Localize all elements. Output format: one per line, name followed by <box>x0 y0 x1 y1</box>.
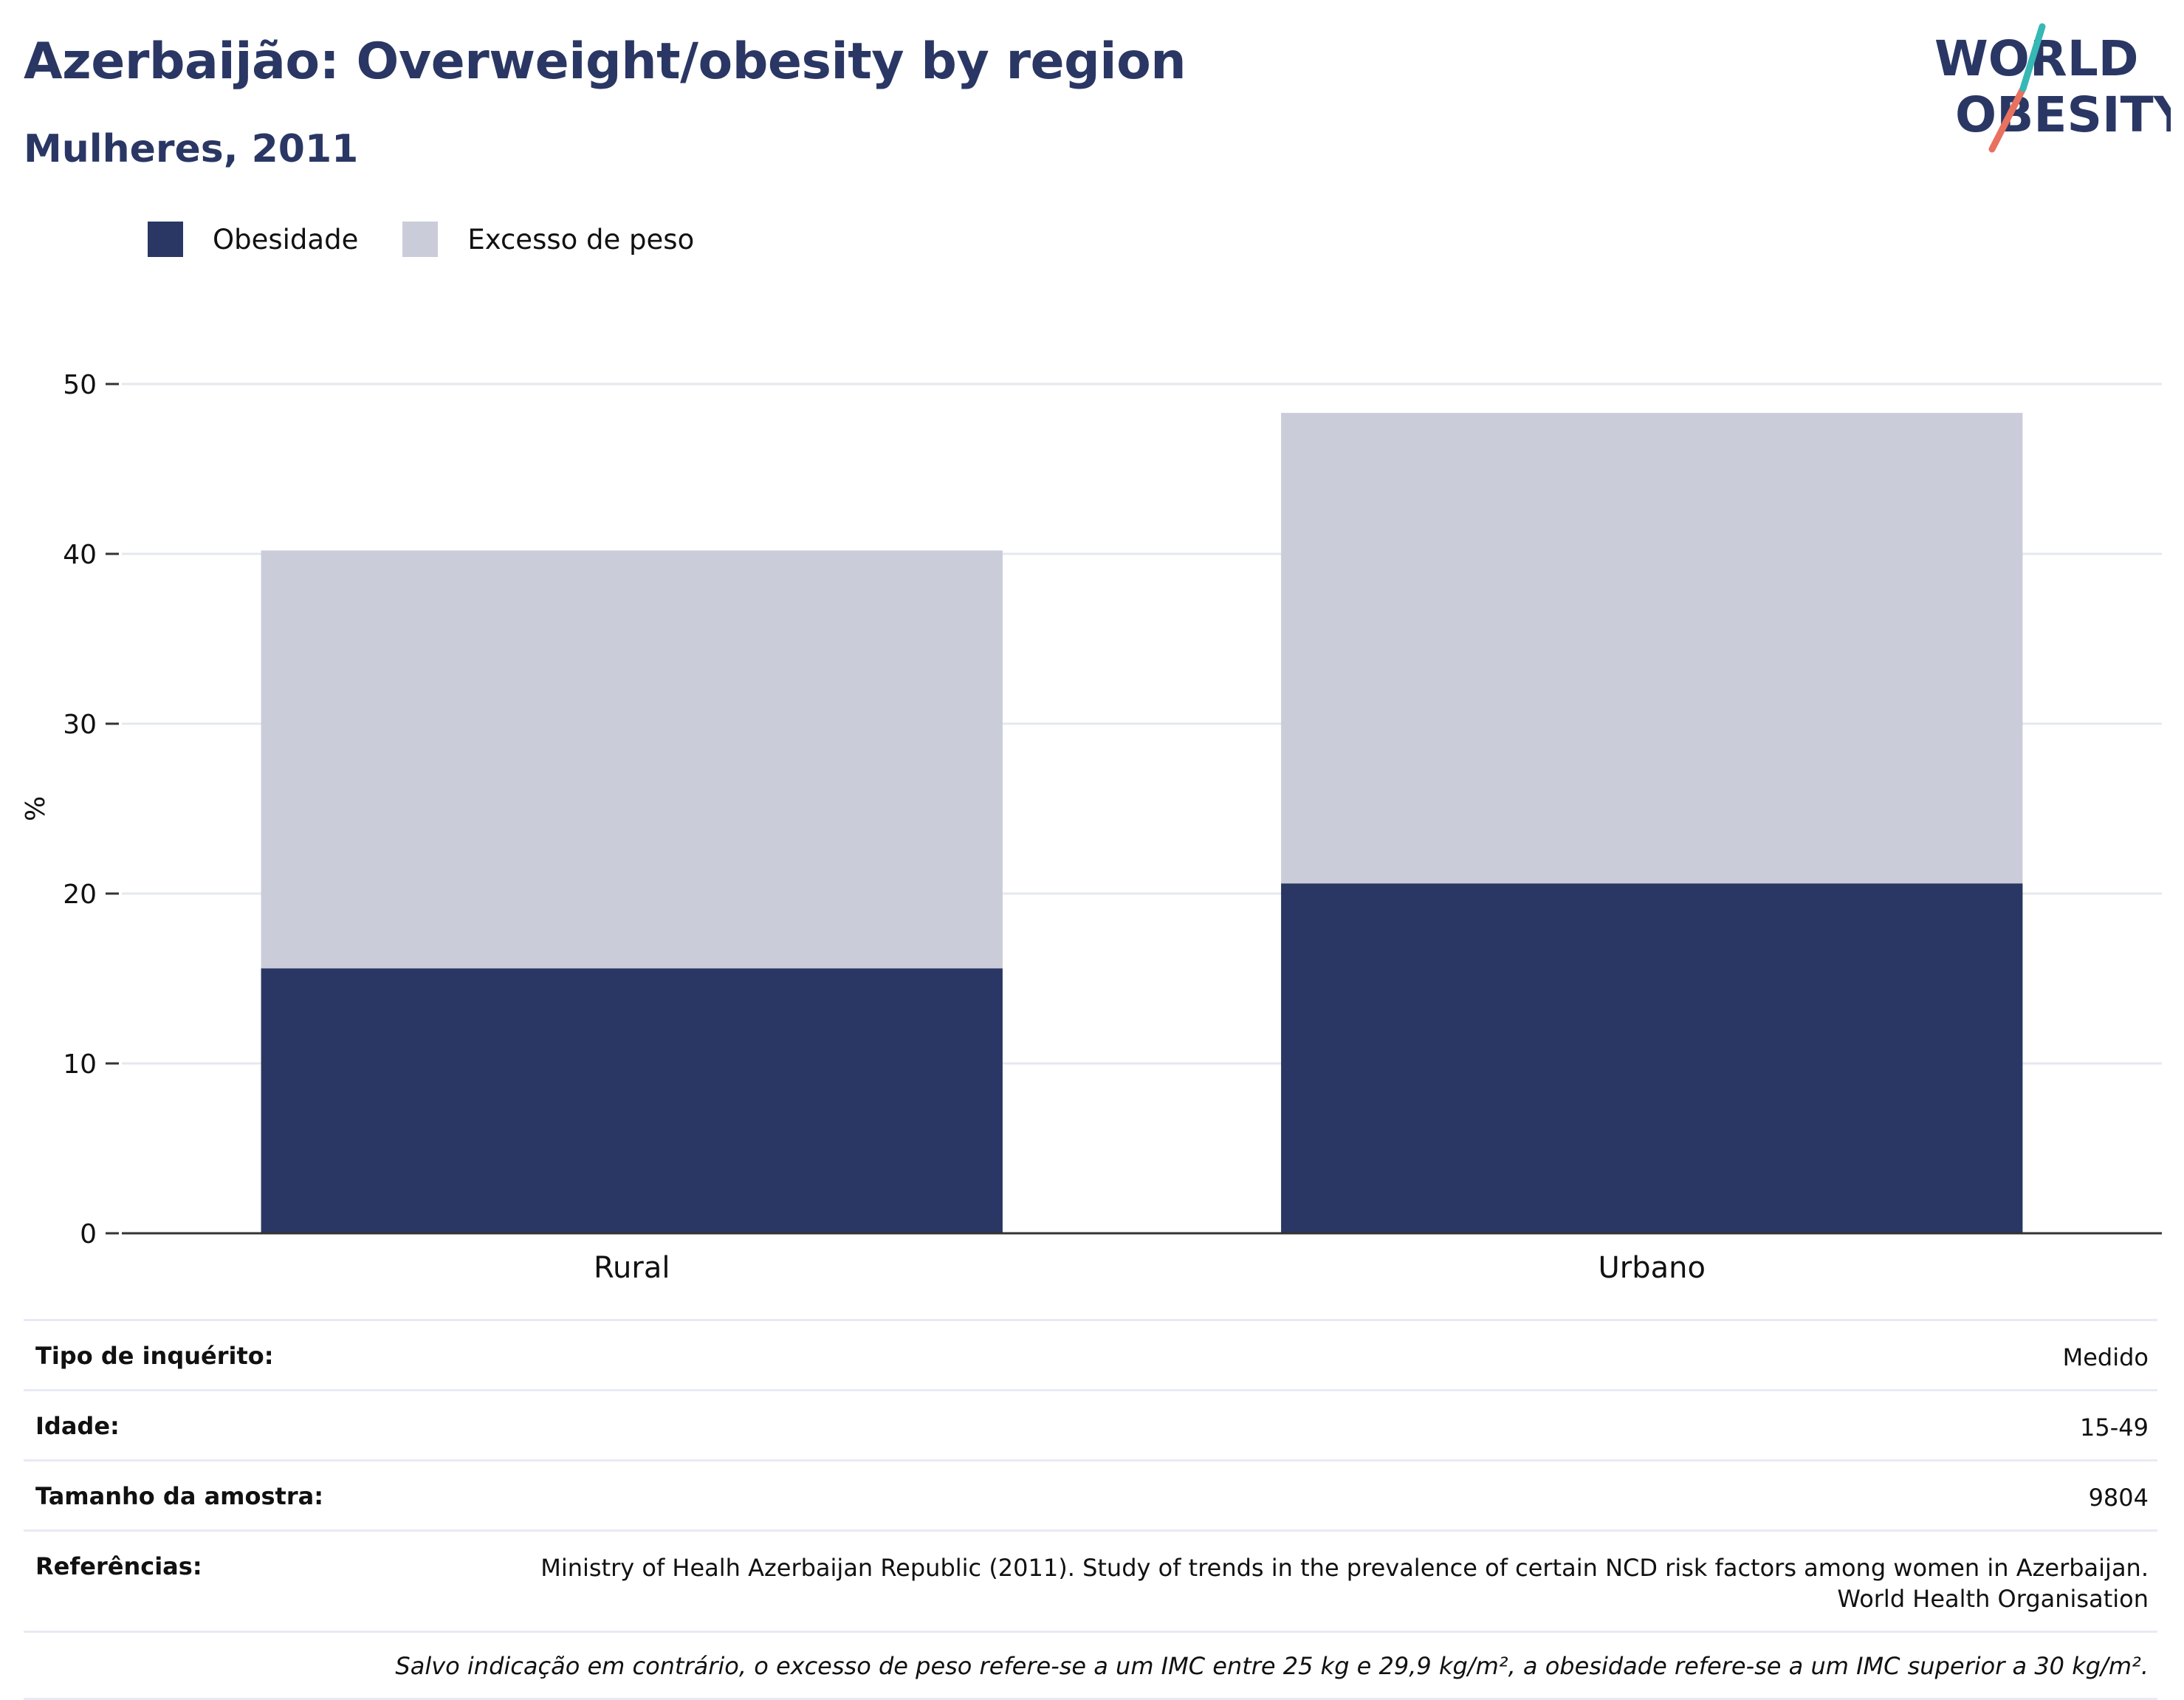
reference-text: Ministry of Healh Azerbaijan Republic (2… <box>540 1554 2149 1582</box>
info-row-sample-size: Tamanho da amostra: 9804 <box>24 1459 2157 1529</box>
info-row-references: Referências: Ministry of Healh Azerbaija… <box>24 1529 2157 1631</box>
info-value: Medido <box>2062 1343 2149 1371</box>
chart-subtitle: Mulheres, 2011 <box>24 127 359 171</box>
info-key: Tamanho da amostra: <box>35 1482 323 1510</box>
legend-swatch-obesidade <box>148 222 183 257</box>
world-obesity-logo: WORLD OBESITY <box>1934 23 2171 153</box>
info-key: Tipo de inquérito: <box>35 1342 274 1370</box>
logo-slash-teal <box>2019 23 2046 92</box>
chart-title: Azerbaijão: Overweight/obesity by region <box>24 32 1187 91</box>
info-value: Ministry of Healh Azerbaijan Republic (2… <box>540 1552 2149 1614</box>
x-category-label: Rural <box>594 1251 670 1285</box>
y-tick-label: 50 <box>63 370 97 400</box>
bar-obesidade-urbano <box>1281 883 2023 1233</box>
y-tick-label: 30 <box>63 710 97 740</box>
logo-text-obesity: OBESITY <box>1955 86 2171 143</box>
y-tick-label: 40 <box>63 540 97 570</box>
definition-note: Salvo indicação em contrário, o excesso … <box>24 1631 2157 1700</box>
info-row-survey-type: Tipo de inquérito: Medido <box>24 1319 2157 1389</box>
legend-item-excesso-de-peso[interactable]: Excesso de peso <box>402 222 694 257</box>
x-category-label: Urbano <box>1598 1251 1706 1285</box>
info-value: 9804 <box>2088 1484 2149 1512</box>
legend-label-excesso-de-peso: Excesso de peso <box>467 223 695 256</box>
info-value: 15-49 <box>2080 1413 2149 1442</box>
logo-slash-red <box>1988 85 2027 153</box>
legend-item-obesidade[interactable]: Obesidade <box>148 222 358 257</box>
info-table: Tipo de inquérito: Medido Idade: 15-49 T… <box>24 1319 2157 1700</box>
y-axis-label: % <box>21 796 51 821</box>
bar-chart: 0 10 20 30 40 50% Rural Urbano <box>21 370 2162 1285</box>
bar-obesidade-rural <box>261 968 1003 1233</box>
bar-excesso-de-peso-urbano <box>1281 413 2023 884</box>
y-tick-label: 20 <box>63 880 97 910</box>
info-key: Idade: <box>35 1412 120 1440</box>
y-tick-label: 10 <box>63 1049 97 1080</box>
info-row-age: Idade: 15-49 <box>24 1389 2157 1459</box>
chart-legend: Obesidade Excesso de peso <box>148 219 738 260</box>
legend-swatch-excesso-de-peso <box>402 222 439 257</box>
info-key: Referências: <box>35 1552 202 1580</box>
reference-organisation: World Health Organisation <box>1837 1585 2149 1613</box>
legend-label-obesidade: Obesidade <box>213 223 359 256</box>
y-tick-label: 0 <box>80 1219 97 1250</box>
bar-excesso-de-peso-rural <box>261 550 1003 969</box>
